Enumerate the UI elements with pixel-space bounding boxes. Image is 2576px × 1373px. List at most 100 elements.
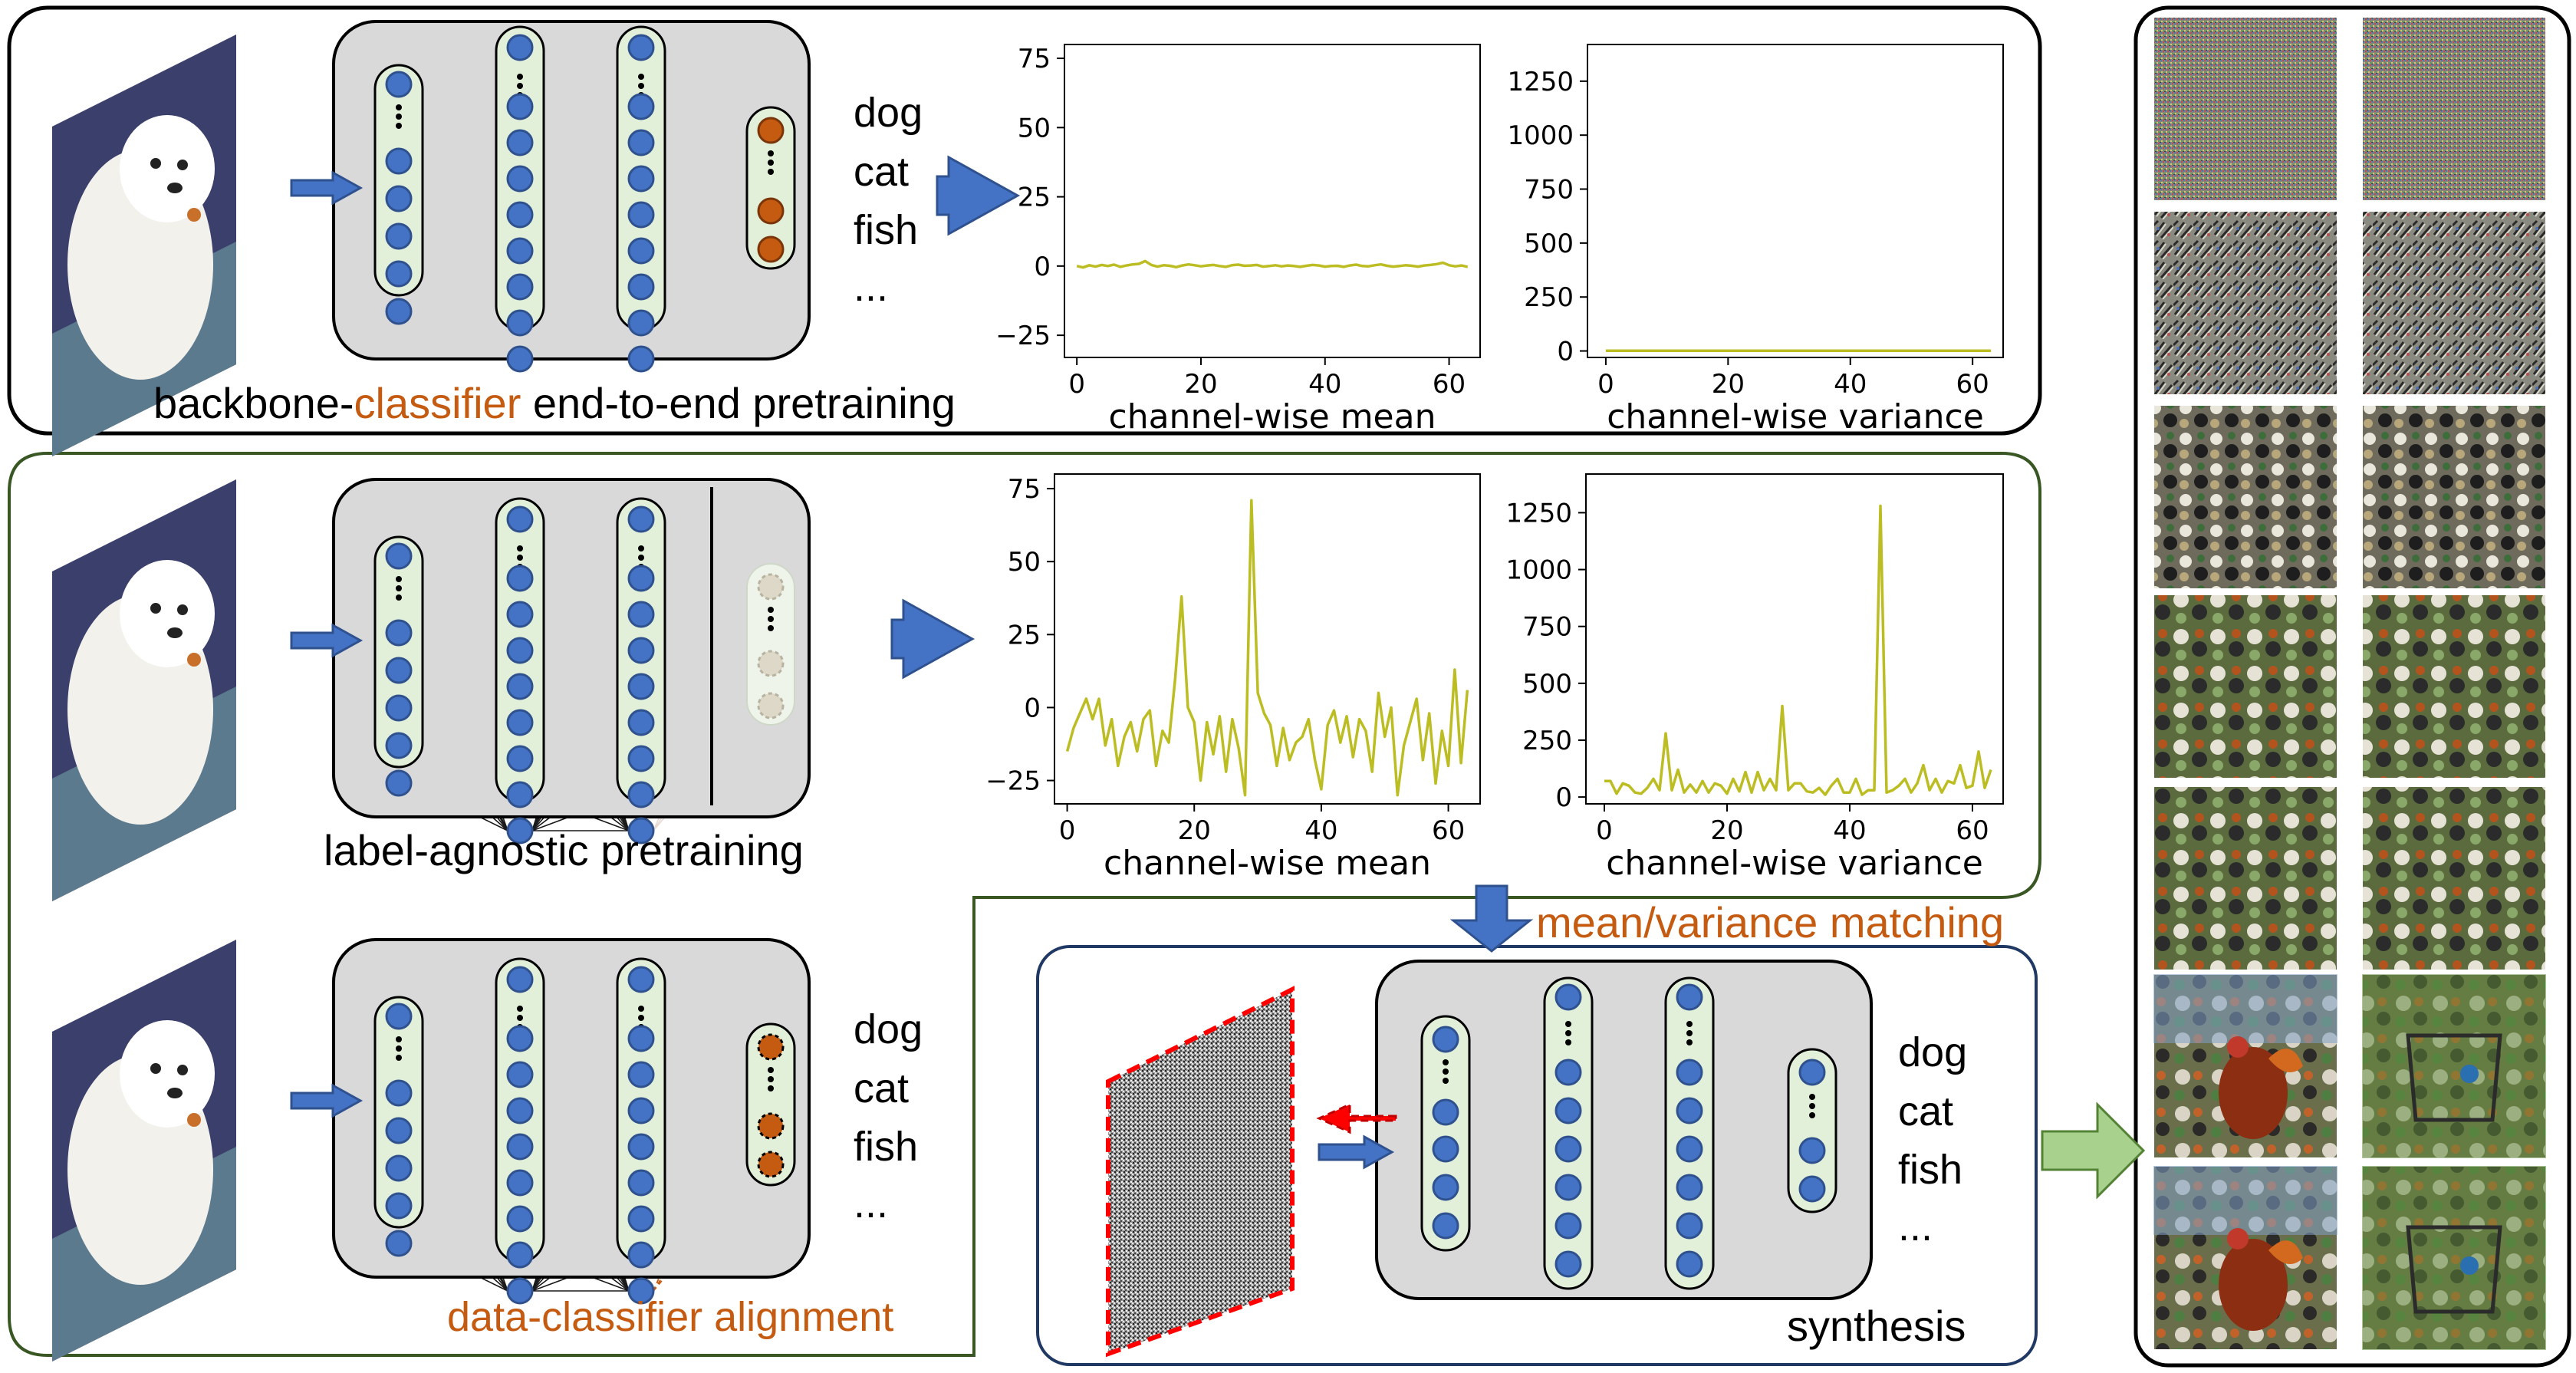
ellipsis-dot [768,616,774,622]
neuron-node [1432,1026,1459,1053]
neuron-node [385,657,413,684]
neuron-node [627,1061,655,1088]
ellipsis-dot [638,1015,644,1021]
ellipsis-dot [396,576,402,582]
y-tick-label: 1250 [1505,498,1572,528]
neuron-node [506,1061,534,1088]
y-tick-label: 500 [1524,229,1574,259]
neuron-node [1432,1212,1459,1240]
chart-frame [1054,473,1481,805]
neuron-node [506,1025,534,1052]
synth-stage-7-b [2361,1165,2547,1351]
x-tick-label: 20 [1712,369,1745,400]
y-tick-label: 250 [1522,726,1572,756]
y-tick-label: 500 [1522,669,1572,700]
neuron-node [757,650,785,677]
class-label: ... [854,264,888,310]
class-label: dog [1898,1029,1967,1075]
ellipsis-dot [1443,1059,1449,1065]
synth-stage-3-a [2153,404,2338,590]
neuron-node [385,1003,413,1030]
neuron-node [385,147,413,175]
neuron-node [627,505,655,533]
x-tick-label: 20 [1184,369,1217,400]
neuron-node [506,601,534,628]
dog-nose [167,1088,183,1098]
row2-label: label-agnostic pretraining [324,826,804,874]
to-stats-arrow [890,598,975,680]
ellipsis-dot [638,555,644,561]
y-tick-label: 75 [1008,474,1041,505]
ellipsis-dot [396,104,402,110]
neuron-node [385,260,413,288]
sky [2153,974,2337,1043]
y-tick-label: 0 [1555,782,1572,813]
neuron-node [627,309,655,337]
arrows [290,155,2146,1200]
network-row2 [332,478,811,845]
y-tick-label: 1000 [1505,555,1572,586]
neuron-node [506,345,534,373]
x-tick-label: 60 [1956,815,1989,846]
synth-stage-6-b [2361,973,2547,1159]
neuron-node [506,34,534,61]
dog-eye [150,1063,161,1074]
neuron-node [627,709,655,736]
neuron-node [385,1117,413,1144]
dog-head [120,560,215,667]
dog-eye [177,1065,188,1075]
neuron-node [1676,1135,1703,1163]
ellipsis-dot [768,150,774,156]
neuron-node [627,601,655,628]
y-tick-label: −25 [985,766,1041,797]
ellipsis-dot [396,1045,402,1052]
class-label: ... [1898,1203,1933,1250]
synth-stage-5-b [2361,785,2547,971]
neuron-node [757,573,785,601]
row3-label: data-classifier alignment [447,1294,893,1340]
ellipsis-dot [396,123,402,129]
neuron-node [385,222,413,250]
neuron-node [627,237,655,265]
neuron-node [1554,1097,1582,1124]
neuron-node [506,1169,534,1197]
class-label: dog [854,1006,923,1052]
input-arrow [290,1083,364,1118]
ellipsis-dot [768,160,774,166]
dog-tag [187,208,201,222]
neuron-node [385,1154,413,1182]
neuron-node [627,201,655,229]
x-tick-label: 60 [1432,815,1465,846]
neuron-node [627,273,655,301]
neuron-node [506,637,534,664]
chart-frame [1587,44,2004,358]
neuron-node [385,619,413,647]
input-arrow [290,170,364,206]
y-tick-label: 750 [1522,612,1572,643]
y-tick-label: 1000 [1507,120,1574,151]
x-tick-label: 0 [1068,369,1085,400]
class-label: cat [1898,1088,1953,1134]
neuron-node [506,565,534,592]
ellipsis-dot [1686,1021,1693,1027]
x-tick-label: 40 [1308,369,1341,400]
neuron-node [506,1097,534,1124]
neuron-node [506,309,534,337]
noise-iteration-1 [2153,16,2338,202]
ellipsis-dot [517,545,523,552]
network-synthesis [1375,960,1873,1300]
synth-stage-4-a [2153,594,2338,779]
dog-head [120,1020,215,1128]
neuron-node [385,1079,413,1107]
series-line [1076,259,1469,269]
class-label: dog [854,90,923,136]
neuron-node [1554,983,1582,1011]
x-tick-label: 20 [1178,815,1211,846]
y-tick-label: 0 [1557,337,1574,367]
neuron-node [627,1277,655,1305]
rooster-body [2219,1239,2288,1331]
x-tick-label: 40 [1304,815,1337,846]
